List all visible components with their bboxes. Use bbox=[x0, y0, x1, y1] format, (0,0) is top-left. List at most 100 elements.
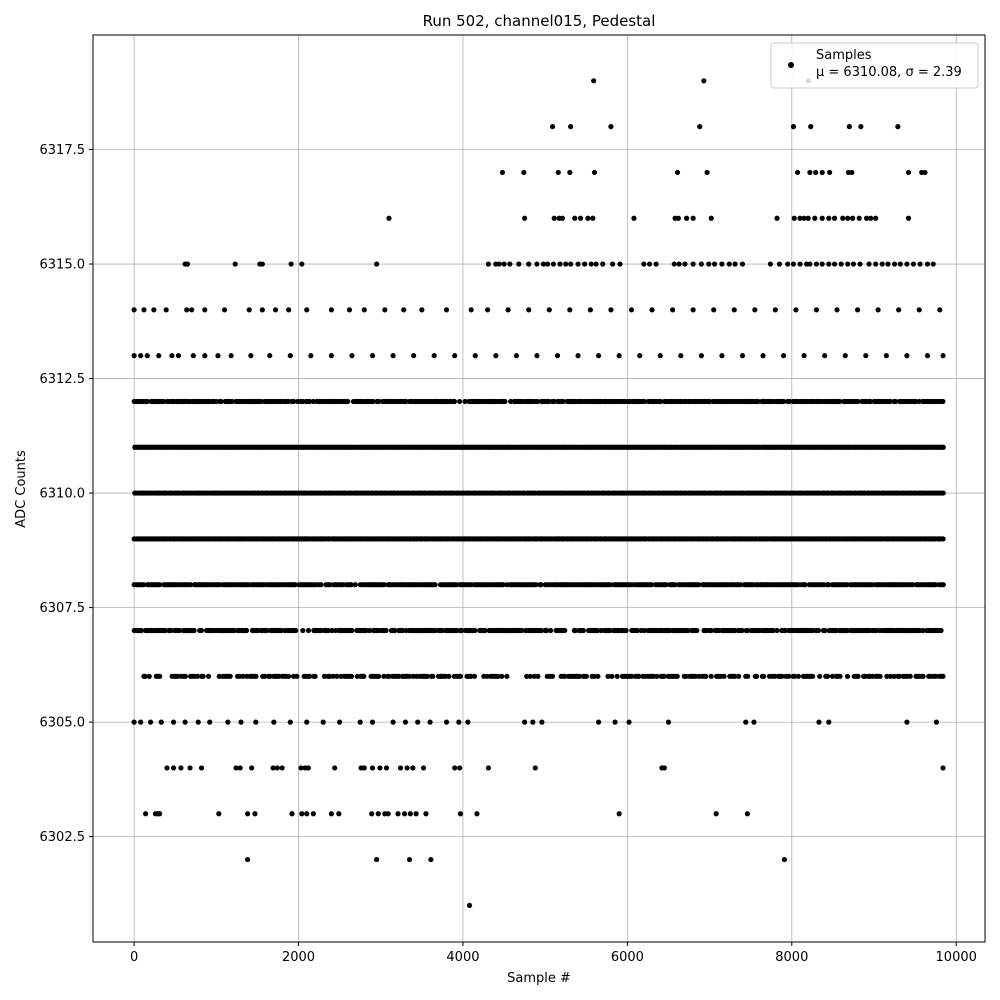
sample-point bbox=[138, 627, 145, 634]
sample-point bbox=[253, 719, 259, 725]
sample-point bbox=[459, 627, 465, 634]
sample-point bbox=[369, 765, 376, 771]
sample-point bbox=[637, 353, 643, 359]
sample-point bbox=[424, 673, 430, 679]
sample-point bbox=[739, 261, 746, 267]
sample-point bbox=[413, 811, 419, 817]
sample-point bbox=[551, 215, 557, 221]
sample-point bbox=[390, 719, 396, 725]
sample-point bbox=[829, 673, 836, 679]
sample-point bbox=[163, 307, 169, 313]
sample-point bbox=[253, 673, 259, 679]
sample-point bbox=[774, 627, 780, 634]
y-tick-label: 6302.5 bbox=[40, 830, 86, 845]
sample-point bbox=[143, 811, 149, 817]
sample-point bbox=[657, 398, 664, 405]
sample-point bbox=[683, 673, 689, 679]
sample-point bbox=[770, 627, 776, 634]
legend-box bbox=[770, 42, 979, 89]
sample-point bbox=[608, 307, 614, 313]
sample-point bbox=[616, 811, 622, 817]
sample-point bbox=[920, 627, 926, 634]
sample-point bbox=[907, 673, 913, 679]
sample-point bbox=[151, 307, 157, 313]
y-tick-label: 6317.5 bbox=[40, 143, 86, 158]
plot-frame bbox=[92, 34, 986, 943]
sample-point bbox=[940, 444, 946, 450]
sample-point bbox=[249, 765, 255, 771]
sample-point bbox=[539, 719, 545, 725]
sample-point bbox=[760, 353, 766, 359]
y-tick-label: 6307.5 bbox=[40, 601, 86, 616]
sample-point bbox=[595, 673, 601, 679]
sample-point bbox=[701, 78, 707, 84]
sample-point bbox=[352, 582, 358, 588]
sample-point bbox=[221, 307, 228, 313]
sample-point bbox=[415, 719, 421, 725]
sample-point bbox=[144, 398, 150, 405]
sample-point bbox=[285, 673, 292, 679]
sample-point bbox=[274, 765, 280, 771]
sample-point bbox=[753, 673, 760, 679]
sample-point bbox=[840, 215, 846, 221]
sample-point bbox=[237, 765, 243, 771]
sample-point bbox=[575, 353, 581, 359]
sample-point bbox=[813, 261, 820, 267]
sample-point bbox=[456, 719, 462, 725]
sample-point bbox=[401, 811, 408, 817]
sample-point bbox=[229, 398, 235, 405]
sample-point bbox=[328, 353, 335, 359]
sample-point bbox=[504, 673, 510, 679]
legend-series-label: Samples bbox=[816, 48, 872, 63]
sample-point bbox=[739, 353, 746, 359]
sample-point bbox=[496, 261, 502, 267]
sample-point bbox=[293, 627, 299, 634]
sample-point bbox=[407, 673, 413, 679]
sample-point bbox=[411, 353, 417, 359]
sample-point bbox=[850, 261, 857, 267]
sample-point bbox=[933, 673, 939, 679]
sample-point bbox=[516, 261, 522, 267]
sample-point bbox=[327, 582, 333, 588]
sample-point bbox=[827, 169, 833, 176]
sample-point bbox=[555, 169, 561, 176]
sample-point bbox=[305, 765, 311, 771]
sample-point bbox=[546, 307, 552, 313]
sample-point bbox=[287, 353, 293, 359]
sample-point bbox=[588, 261, 594, 267]
sample-point bbox=[482, 627, 488, 634]
sample-point bbox=[641, 627, 648, 634]
sample-point bbox=[904, 353, 910, 359]
sample-point bbox=[751, 719, 757, 725]
sample-point bbox=[940, 353, 946, 359]
sample-point bbox=[291, 398, 297, 405]
sample-point bbox=[721, 673, 727, 679]
sample-point bbox=[228, 353, 234, 359]
sample-point bbox=[932, 582, 939, 588]
sample-point bbox=[457, 398, 463, 405]
x-axis-label: Sample # bbox=[507, 971, 571, 986]
sample-point bbox=[304, 307, 310, 313]
sample-point bbox=[665, 719, 672, 725]
sample-point bbox=[879, 261, 885, 267]
sample-point bbox=[304, 719, 310, 725]
sample-point bbox=[184, 307, 190, 313]
sample-point bbox=[940, 582, 946, 588]
sample-point bbox=[649, 307, 655, 313]
sample-point bbox=[465, 719, 471, 725]
sample-point bbox=[682, 261, 688, 267]
sample-point bbox=[674, 169, 681, 176]
sample-point bbox=[457, 673, 463, 679]
sample-point bbox=[596, 353, 602, 359]
x-tick-label: 0 bbox=[130, 950, 138, 965]
sample-point bbox=[306, 398, 313, 405]
sample-point bbox=[646, 261, 653, 267]
sample-point bbox=[896, 307, 902, 313]
sample-point bbox=[786, 673, 792, 679]
sample-point bbox=[826, 719, 832, 725]
sample-point bbox=[403, 398, 409, 405]
sample-point bbox=[905, 215, 912, 221]
sample-point bbox=[485, 765, 492, 771]
sample-point bbox=[846, 124, 852, 130]
